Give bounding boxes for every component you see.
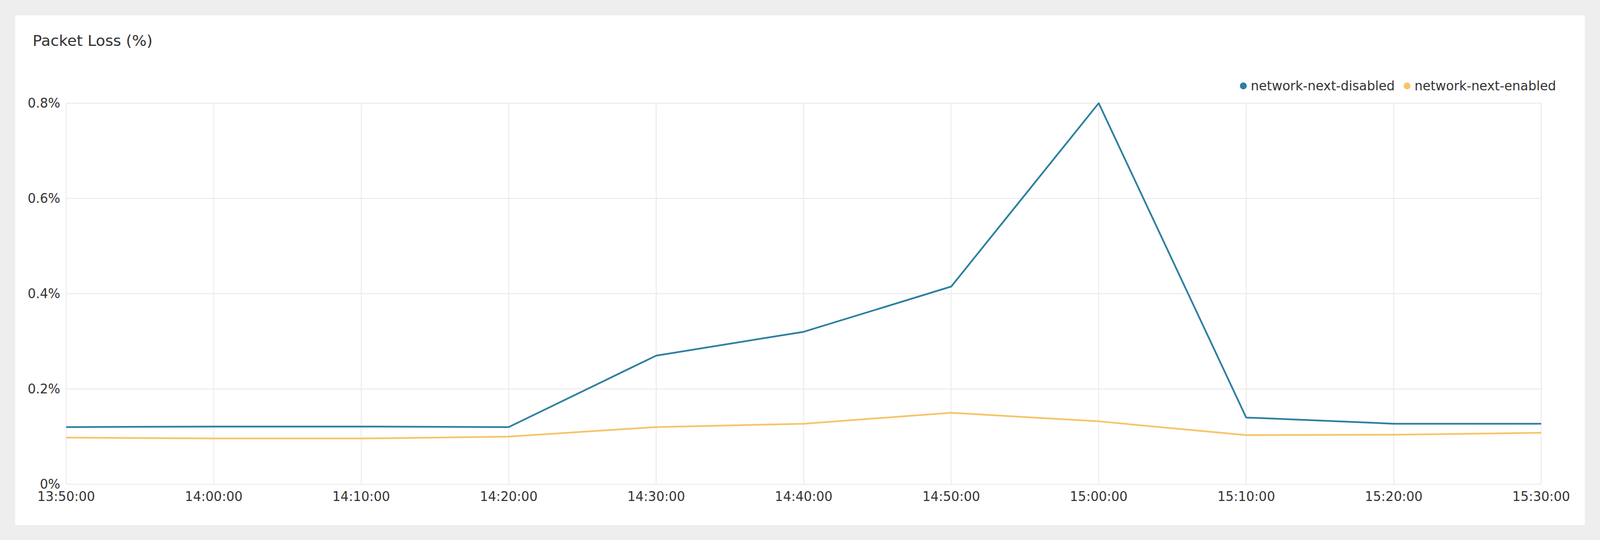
plot-area: [66, 103, 1542, 439]
legend-marker: [1403, 82, 1411, 90]
x-tick-label: 15:30:00: [1512, 489, 1571, 505]
x-tick-label: 15:00:00: [1069, 489, 1128, 505]
legend-marker: [1239, 82, 1247, 90]
y-tick-label: 0.4%: [27, 286, 61, 302]
y-tick-label: 0.8%: [27, 95, 61, 111]
x-tick-label: 15:10:00: [1217, 489, 1275, 505]
x-tick-label: 14:50:00: [922, 489, 981, 505]
x-tick-label: 14:20:00: [479, 489, 538, 505]
title: Packet Loss (%): [32, 31, 153, 50]
x-tick-label: 15:20:00: [1364, 489, 1423, 505]
series-line: [66, 103, 1542, 428]
legend-label: network-next-disabled: [1250, 78, 1395, 94]
legend-label: network-next-enabled: [1414, 78, 1557, 94]
y-tick-label: 0.2%: [27, 381, 61, 397]
grid-line: [1540, 103, 1542, 485]
y-tick-label: 0.6%: [27, 191, 61, 206]
x-tick-label: 14:00:00: [184, 489, 243, 505]
grid-line: [1245, 103, 1247, 485]
grid-line: [803, 103, 805, 485]
grid-line: [950, 103, 952, 485]
x-tick-label: 14:10:00: [332, 489, 391, 505]
grid-line: [1098, 103, 1100, 485]
legend: network-next-disabled network-next-enable…: [1239, 78, 1557, 94]
x-tick-label: 13:50:00: [37, 489, 96, 505]
card: [15, 15, 1585, 526]
x-tick-label: 14:30:00: [627, 489, 686, 505]
x-tick-label: 14:40:00: [775, 489, 833, 505]
grid-line: [1393, 103, 1395, 485]
series-line: [66, 412, 1542, 439]
chart: Packet Loss (%)0%0.2%0.4%0.6%0.8%13:50:0…: [0, 0, 1600, 540]
